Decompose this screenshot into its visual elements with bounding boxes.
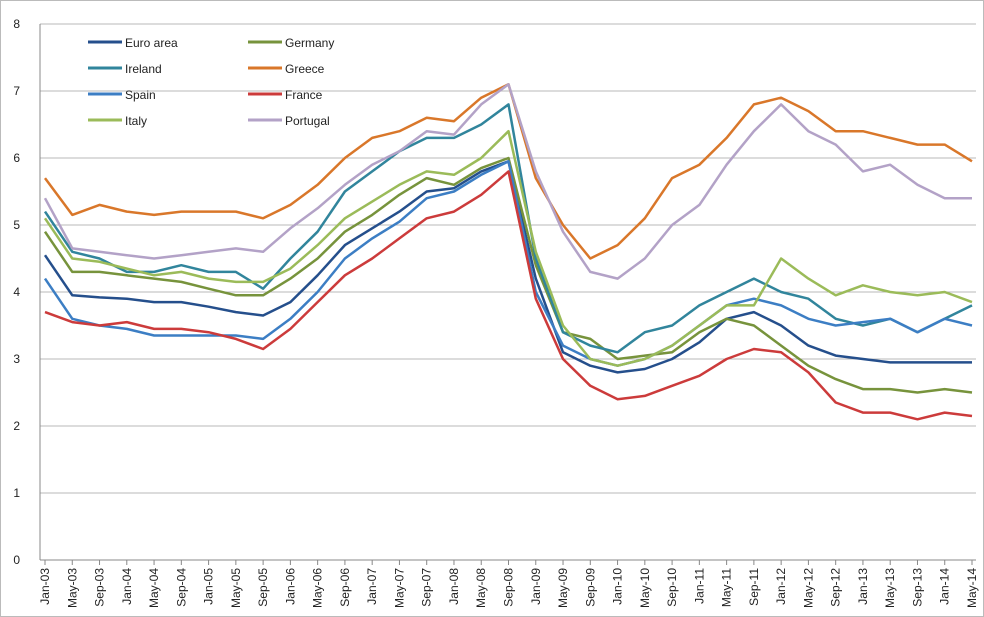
x-tick-label: Jan-03 bbox=[38, 568, 52, 605]
x-tick-label: Sep-03 bbox=[93, 568, 107, 607]
x-tick-label: Sep-06 bbox=[338, 568, 352, 607]
x-tick-label: Jan-05 bbox=[202, 568, 216, 605]
y-tick-label: 0 bbox=[13, 553, 20, 567]
x-tick-label: Sep-12 bbox=[829, 568, 843, 607]
x-tick-label: May-11 bbox=[720, 568, 734, 607]
x-tick-label: Jan-06 bbox=[283, 568, 297, 605]
x-tick-label: Jan-07 bbox=[365, 568, 379, 605]
x-tick-label: Sep-10 bbox=[665, 568, 679, 607]
y-tick-label: 3 bbox=[13, 352, 20, 366]
legend-label: Euro area bbox=[125, 36, 178, 50]
x-tick-label: Jan-08 bbox=[447, 568, 461, 605]
y-tick-label: 8 bbox=[13, 17, 20, 31]
x-tick-label: Sep-08 bbox=[502, 568, 516, 607]
y-tick-label: 6 bbox=[13, 151, 20, 165]
x-tick-label: Jan-04 bbox=[120, 568, 134, 605]
x-tick-label: May-04 bbox=[147, 568, 161, 608]
x-tick-label: May-07 bbox=[392, 568, 406, 608]
x-tick-label: Sep-04 bbox=[174, 568, 188, 607]
x-tick-label: May-08 bbox=[474, 568, 488, 608]
legend-label: Ireland bbox=[125, 62, 162, 76]
x-tick-label: Sep-13 bbox=[910, 568, 924, 607]
legend-label: Greece bbox=[285, 62, 325, 76]
legend-label: France bbox=[285, 88, 323, 102]
x-tick-label: May-14 bbox=[965, 568, 979, 608]
legend-label: Germany bbox=[285, 36, 334, 50]
series-line bbox=[43, 129, 973, 367]
x-tick-label: May-12 bbox=[801, 568, 815, 608]
series-line bbox=[43, 156, 973, 394]
y-tick-label: 5 bbox=[13, 218, 20, 232]
x-tick-label: Sep-11 bbox=[747, 568, 761, 606]
legend-label: Portugal bbox=[285, 114, 330, 128]
series-line bbox=[43, 103, 973, 354]
series-line bbox=[43, 160, 973, 367]
x-tick-label: May-06 bbox=[311, 568, 325, 608]
y-tick-label: 7 bbox=[13, 84, 20, 98]
x-tick-label: Sep-05 bbox=[256, 568, 270, 607]
y-tick-label: 4 bbox=[13, 285, 20, 299]
x-tick-label: Jan-13 bbox=[856, 568, 870, 605]
legend-label: Spain bbox=[125, 88, 156, 102]
x-tick-label: Jan-10 bbox=[611, 568, 625, 605]
y-tick-label: 1 bbox=[13, 486, 20, 500]
x-tick-label: Jan-09 bbox=[529, 568, 543, 605]
x-tick-label: May-13 bbox=[883, 568, 897, 608]
x-tick-label: May-05 bbox=[229, 568, 243, 608]
y-tick-label: 2 bbox=[13, 419, 20, 433]
x-tick-label: Sep-07 bbox=[420, 568, 434, 607]
x-tick-label: May-03 bbox=[65, 568, 79, 608]
x-tick-label: Jan-14 bbox=[938, 568, 952, 605]
x-tick-label: Jan-11 bbox=[692, 568, 706, 604]
x-tick-label: Sep-09 bbox=[583, 568, 597, 607]
series-line bbox=[43, 83, 972, 280]
x-tick-label: May-10 bbox=[638, 568, 652, 608]
legend-label: Italy bbox=[125, 114, 147, 128]
x-tick-label: Jan-12 bbox=[774, 568, 788, 605]
series-line bbox=[44, 170, 973, 421]
x-tick-label: May-09 bbox=[556, 568, 570, 608]
